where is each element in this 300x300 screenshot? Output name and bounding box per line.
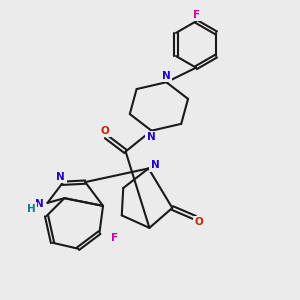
Text: O: O [100, 126, 109, 136]
Text: F: F [111, 233, 118, 243]
Text: N: N [151, 160, 159, 170]
Text: O: O [194, 217, 203, 227]
Text: N: N [56, 172, 65, 182]
Text: F: F [193, 10, 200, 20]
Text: N: N [35, 200, 44, 209]
Text: H: H [27, 204, 35, 214]
Text: N: N [147, 132, 156, 142]
Text: N: N [162, 71, 171, 81]
